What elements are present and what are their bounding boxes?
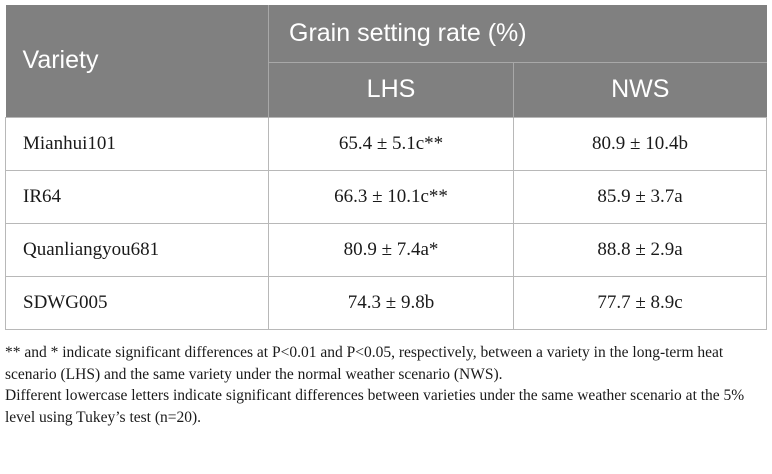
cell-lhs: 66.3 ± 10.1c** xyxy=(268,169,514,224)
header-grain-setting-rate: Grain setting rate (%) xyxy=(268,5,767,62)
header-lhs: LHS xyxy=(268,61,514,117)
footnote-significance: ** and * indicate significant difference… xyxy=(5,344,724,383)
cell-lhs: 74.3 ± 9.8b xyxy=(268,275,514,330)
grain-setting-table: Variety Grain setting rate (%) LHS NWS M… xyxy=(5,5,767,330)
table-row: IR64 66.3 ± 10.1c** 85.9 ± 3.7a xyxy=(5,169,767,224)
footnote-letters: Different lowercase letters indicate sig… xyxy=(5,387,745,426)
cell-variety: Mianhui101 xyxy=(5,116,269,171)
cell-nws: 88.8 ± 2.9a xyxy=(513,222,767,277)
cell-variety: Quanliangyou681 xyxy=(5,222,269,277)
cell-variety: IR64 xyxy=(5,169,269,224)
cell-nws: 80.9 ± 10.4b xyxy=(513,116,767,171)
table-footnotes: ** and * indicate significant difference… xyxy=(5,342,766,428)
cell-nws: 77.7 ± 8.9c xyxy=(513,275,767,330)
cell-nws: 85.9 ± 3.7a xyxy=(513,169,767,224)
table-body: Mianhui101 65.4 ± 5.1c** 80.9 ± 10.4b IR… xyxy=(5,116,767,330)
cell-lhs: 80.9 ± 7.4a* xyxy=(268,222,514,277)
table-row: SDWG005 74.3 ± 9.8b 77.7 ± 8.9c xyxy=(5,275,767,330)
header-nws: NWS xyxy=(513,61,767,117)
table-row: Quanliangyou681 80.9 ± 7.4a* 88.8 ± 2.9a xyxy=(5,222,767,277)
cell-variety: SDWG005 xyxy=(5,275,269,330)
table-row: Mianhui101 65.4 ± 5.1c** 80.9 ± 10.4b xyxy=(5,116,767,171)
table-header: Variety Grain setting rate (%) LHS NWS xyxy=(5,5,767,117)
cell-lhs: 65.4 ± 5.1c** xyxy=(268,116,514,171)
header-variety: Variety xyxy=(5,5,269,117)
